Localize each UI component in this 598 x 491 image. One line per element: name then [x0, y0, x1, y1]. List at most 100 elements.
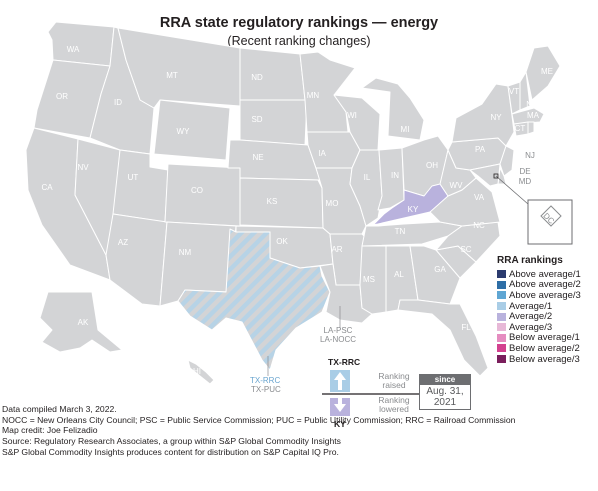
- since-box: since Aug. 31, 2021: [419, 374, 471, 410]
- label-mn: MN: [307, 91, 320, 100]
- dc-leader: [495, 175, 529, 205]
- footer-line-abbrev: NOCC = New Orleans City Council; PSC = P…: [2, 414, 516, 425]
- map-subtitle: (Recent ranking changes): [227, 34, 371, 48]
- footer-notes: Data compiled March 3, 2022. NOCC = New …: [2, 404, 515, 458]
- state-ne[interactable]: [227, 139, 321, 181]
- state-tx[interactable]: [177, 228, 331, 371]
- label-ma: MA: [527, 111, 540, 120]
- label-md: MD: [519, 177, 532, 186]
- state-fl[interactable]: [397, 299, 489, 377]
- la-callout: LA-PSC LA-NOCC: [320, 326, 356, 344]
- legend-label: Above average/3: [509, 289, 581, 301]
- label-pa: PA: [475, 145, 486, 154]
- key-tx-label: TX-RRC: [328, 357, 361, 367]
- state-wy[interactable]: [153, 99, 231, 161]
- label-ri: RI: [534, 123, 542, 132]
- label-ut: UT: [128, 173, 139, 182]
- tx-rrc-callout: TX-RRC: [250, 376, 281, 385]
- key-raised-label: Ranking raised: [378, 371, 410, 390]
- legend-item: Above average/2: [497, 279, 581, 291]
- legend-item: Below average/2: [497, 343, 581, 354]
- legend-swatch: [497, 344, 506, 353]
- legend-item: Average/3: [497, 322, 581, 333]
- arrow-down-icon: [334, 398, 346, 412]
- label-wv: WV: [450, 181, 464, 190]
- legend-item: Below average/1: [497, 332, 581, 344]
- legend-label: Below average/3: [509, 353, 580, 365]
- state-ma[interactable]: [511, 107, 545, 125]
- state-wa[interactable]: [47, 21, 115, 67]
- legend-label: Below average/2: [509, 342, 580, 354]
- key-lowered-label: Ranking lowered: [378, 395, 410, 414]
- label-mt: MT: [166, 71, 178, 80]
- state-co[interactable]: [164, 163, 241, 227]
- label-mi: MI: [401, 125, 410, 134]
- legend-label: Above average/2: [509, 279, 581, 291]
- label-ga: GA: [434, 265, 446, 274]
- state-az[interactable]: [105, 213, 168, 307]
- legend-swatch: [497, 355, 506, 364]
- state-mi[interactable]: [361, 77, 425, 141]
- label-or: OR: [56, 92, 68, 101]
- label-ca: CA: [41, 183, 53, 192]
- map-title: RRA state regulatory rankings — energy: [159, 15, 439, 31]
- legend-title: RRA rankings: [497, 255, 563, 266]
- label-wi: WI: [347, 111, 357, 120]
- legend-swatch: [497, 333, 506, 342]
- label-ct: CT: [515, 124, 526, 133]
- label-sd: SD: [251, 115, 262, 124]
- state-ks[interactable]: [239, 177, 324, 229]
- label-ny: NY: [490, 113, 502, 122]
- legend-label: Average/3: [509, 321, 553, 333]
- since-header: since: [419, 374, 471, 385]
- legend-item: Average/2: [497, 311, 581, 322]
- state-ia[interactable]: [306, 131, 361, 169]
- state-nd[interactable]: [239, 47, 306, 101]
- label-nd: ND: [251, 73, 263, 82]
- legend-label: Below average/1: [509, 332, 580, 344]
- label-mo: MO: [326, 199, 339, 208]
- legend-swatch: [497, 312, 506, 321]
- state-md[interactable]: [469, 163, 501, 187]
- legend-swatch: [497, 280, 506, 289]
- rankings-legend: RRA rankings Above average/1 Above averag…: [497, 255, 581, 365]
- state-ut[interactable]: [112, 149, 169, 223]
- state-ky[interactable]: [365, 183, 449, 227]
- state-hi[interactable]: [187, 359, 215, 385]
- key-ky-label: KY: [334, 419, 346, 429]
- label-hi: HI: [193, 367, 201, 376]
- state-ak[interactable]: [39, 291, 123, 353]
- state-nh[interactable]: [519, 71, 531, 111]
- label-wy: WY: [177, 127, 191, 136]
- label-ne: NE: [252, 153, 263, 162]
- label-ms: MS: [363, 275, 375, 284]
- label-wa: WA: [67, 45, 80, 54]
- legend-label: Average/1: [509, 300, 553, 312]
- label-ak: AK: [78, 318, 89, 327]
- footer-line-credit: Map credit: Joe Felizadio: [2, 425, 98, 436]
- label-sc: SC: [460, 245, 471, 254]
- legend-item: Below average/3: [497, 354, 581, 365]
- footer-line-date: Data compiled March 3, 2022.: [2, 404, 117, 414]
- state-ri[interactable]: [527, 121, 535, 135]
- state-me[interactable]: [525, 45, 561, 101]
- label-nm: NM: [179, 248, 192, 257]
- state-sd[interactable]: [239, 99, 308, 146]
- state-ny[interactable]: [451, 83, 515, 147]
- label-nc: NC: [473, 221, 485, 230]
- legend-label: Average/2: [509, 311, 553, 323]
- legend-item: Average/1: [497, 301, 581, 312]
- label-co: CO: [191, 186, 203, 195]
- footer-line-distribution: S&P Global Commodity Insights produces c…: [2, 446, 339, 457]
- label-nj: NJ: [525, 151, 535, 160]
- label-me: ME: [541, 67, 553, 76]
- legend-items: Above average/1 Above average/2 Above aver…: [497, 268, 581, 365]
- label-id: ID: [114, 98, 122, 107]
- tx-puc-callout: TX-PUC: [251, 385, 281, 394]
- legend-swatch: [497, 291, 506, 300]
- label-al: AL: [394, 270, 404, 279]
- label-ks: KS: [267, 197, 278, 206]
- legend-label: Above average/1: [509, 268, 581, 280]
- legend-swatch: [497, 302, 506, 311]
